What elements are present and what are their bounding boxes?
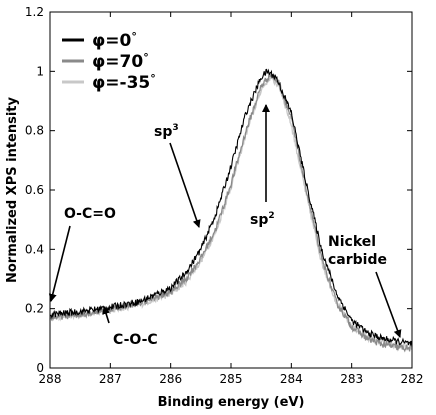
x-axis-label: Binding energy (eV) (158, 395, 305, 410)
annotation-o-c-o: O-C=O (64, 206, 116, 222)
y-tick-label: 0.8 (25, 124, 44, 138)
annotation-nickel: Nickel (328, 234, 376, 250)
x-tick-label: 288 (39, 372, 62, 386)
legend: φ=0° φ=70° φ=-35° (62, 30, 156, 93)
ticks-layer: 288 287 286 285 284 283 282 0 0.2 0.4 0.6 0.8 1 1.2 (25, 5, 424, 386)
x-tick-label: 287 (99, 372, 122, 386)
y-tick-label: 0.6 (25, 183, 44, 197)
series-line-1 (49, 68, 413, 346)
annotation-sp3: sp3 (154, 123, 179, 140)
arrow-o-c-o (48, 225, 71, 302)
arrow-nickel-carbide (375, 271, 402, 338)
y-axis-label: Normalized XPS intensity (5, 96, 20, 283)
annotation-sp2: sp2 (250, 211, 275, 228)
annotation-carbide: carbide (328, 252, 387, 268)
x-tick-label: 282 (401, 372, 424, 386)
series-layer (49, 68, 413, 353)
arrow-c-o-c (102, 306, 110, 324)
annotations: sp3 sp2 O-C=O C-O-C Nickel carbide (48, 104, 402, 348)
legend-label-series-3: φ=-35° (92, 72, 156, 93)
legend-label-series-2: φ=70° (92, 51, 149, 72)
x-tick-label: 285 (220, 372, 243, 386)
x-tick-label: 286 (159, 372, 182, 386)
annotation-c-o-c: C-O-C (113, 332, 158, 348)
y-tick-label: 0.2 (25, 302, 44, 316)
series-line-2 (49, 72, 413, 353)
arrow-sp3 (169, 142, 201, 228)
x-tick-label: 283 (340, 372, 363, 386)
y-tick-label: 0.4 (25, 242, 44, 256)
x-tick-label: 284 (280, 372, 303, 386)
y-tick-label: 0 (36, 361, 44, 375)
y-tick-label: 1 (36, 64, 44, 78)
y-tick-label: 1.2 (25, 5, 44, 19)
legend-label-series-1: φ=0° (92, 30, 137, 51)
